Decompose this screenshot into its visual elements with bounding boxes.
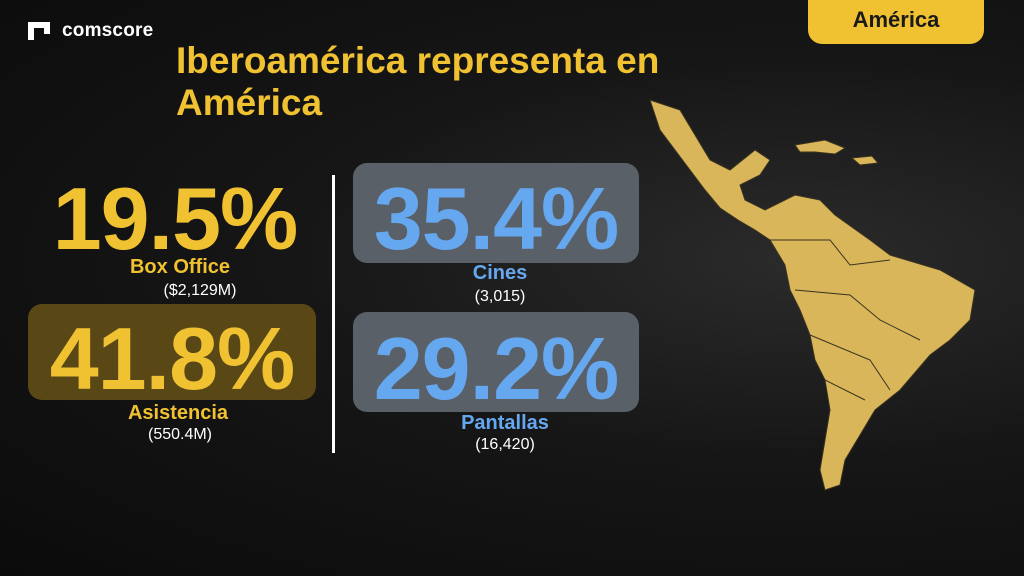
- brand-name: comscore: [62, 20, 154, 41]
- box-office-value: 19.5%: [52, 169, 299, 268]
- page-title: Iberoamérica representa en América: [176, 40, 660, 123]
- pantallas-highlight-box: [353, 312, 639, 412]
- cines-value: 35.4%: [373, 169, 620, 268]
- brand-logo: comscore: [26, 20, 153, 42]
- asistencia-highlight-box: [28, 304, 316, 400]
- cines-label: Cines: [472, 262, 528, 284]
- comscore-logo-icon: [28, 22, 50, 40]
- asistencia-label: Asistencia: [127, 402, 229, 424]
- box-office-detail: ($2,129M): [163, 282, 237, 299]
- latin-america-map: [649, 99, 976, 491]
- asistencia-value: 41.8%: [49, 309, 296, 408]
- box-office-label: Box Office: [129, 256, 231, 278]
- region-tab: América: [808, 0, 984, 44]
- asistencia-detail: (550.4M): [147, 426, 213, 443]
- pantallas-label: Pantallas: [461, 412, 549, 434]
- cines-highlight-box: [353, 163, 639, 263]
- pantallas-detail: (16,420): [475, 436, 535, 453]
- pantallas-value: 29.2%: [373, 319, 620, 418]
- column-divider: [332, 175, 335, 453]
- cines-detail: (3,015): [474, 288, 526, 305]
